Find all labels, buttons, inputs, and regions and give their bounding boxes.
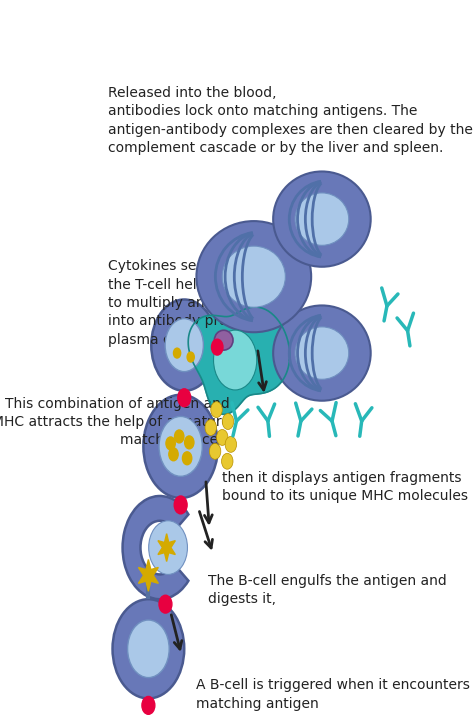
Circle shape [178,389,191,407]
Circle shape [211,339,223,355]
Circle shape [112,599,184,698]
Circle shape [159,416,202,476]
Ellipse shape [222,246,285,307]
Circle shape [182,452,192,464]
Circle shape [159,596,172,613]
Circle shape [184,436,194,449]
Text: Released into the blood,
antibodies lock onto matching antigens. The
antigen-ant: Released into the blood, antibodies lock… [108,86,473,155]
Text: then it displays antigen fragments
bound to its unique MHC molecules: then it displays antigen fragments bound… [222,471,468,503]
Circle shape [217,430,228,446]
Polygon shape [138,560,158,591]
Text: The B-cell engulfs the antigen and
digests it,: The B-cell engulfs the antigen and diges… [208,574,447,606]
Ellipse shape [273,172,371,266]
Circle shape [142,697,155,714]
Circle shape [221,454,233,469]
Ellipse shape [273,306,371,400]
Circle shape [143,395,218,498]
Circle shape [169,448,178,461]
Circle shape [149,521,187,574]
Text: This combination of antigen and
MHC attracts the help of a mature
matching T-cel: This combination of antigen and MHC attr… [0,397,230,447]
Polygon shape [188,307,290,414]
Ellipse shape [196,221,311,332]
Circle shape [128,620,169,678]
Circle shape [213,330,257,390]
Ellipse shape [295,193,349,245]
Circle shape [222,414,234,430]
Ellipse shape [295,327,349,379]
Circle shape [210,443,221,459]
Polygon shape [158,534,175,561]
Circle shape [174,496,187,514]
Circle shape [225,437,237,452]
Circle shape [165,319,203,371]
Wedge shape [123,496,189,599]
Circle shape [174,430,184,443]
Ellipse shape [214,331,233,350]
Circle shape [187,352,194,362]
Text: Cytokines secreted by
the T-cell help the B-cell
to multiply and mature
into ant: Cytokines secreted by the T-cell help th… [108,259,275,347]
Text: A B-cell is triggered when it encounters its
matching antigen: A B-cell is triggered when it encounters… [196,678,474,711]
Circle shape [211,402,222,418]
Circle shape [173,348,181,358]
Circle shape [166,437,175,450]
Circle shape [151,299,217,391]
Circle shape [205,419,217,435]
